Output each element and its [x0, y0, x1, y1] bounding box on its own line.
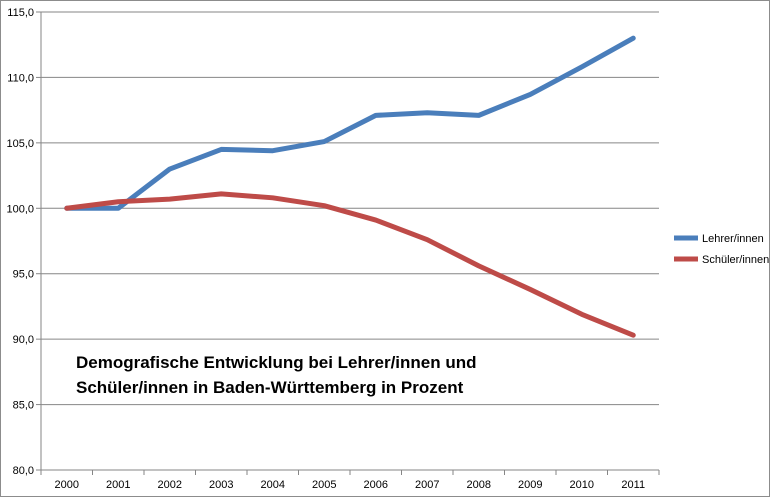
x-tick-label: 2011: [621, 479, 645, 491]
y-tick-label: 115,0: [7, 7, 34, 19]
x-tick-label: 2005: [312, 479, 336, 491]
legend-label: Schüler/innen: [702, 254, 769, 266]
y-tick-label: 80,0: [13, 465, 34, 477]
legend: Lehrer/innen Schüler/innen: [674, 233, 769, 266]
gridlines: [41, 11, 659, 406]
y-tick-label: 100,0: [6, 203, 34, 215]
x-tick-label: 2010: [570, 479, 594, 491]
series-line-1: [64, 35, 636, 211]
y-tick-label: 85,0: [13, 400, 34, 412]
x-tick-label: 2001: [106, 479, 130, 491]
chart-title: Demografische Entwicklung bei Lehrer/inn…: [76, 353, 477, 397]
x-tick-label: 2009: [518, 479, 542, 491]
x-tick-label: 2003: [209, 479, 233, 491]
y-tick-label: 90,0: [13, 334, 34, 346]
y-tick-label: 95,0: [13, 269, 34, 281]
x-tick-label: 2002: [158, 479, 182, 491]
x-axis-ticks: 2000 2001 2002 2003 2004 2005 2006 2007 2008 2009…: [40, 470, 660, 491]
x-tick-label: 2000: [55, 479, 79, 491]
x-tick-label: 2006: [364, 479, 388, 491]
y-tick-label: 110,0: [7, 72, 34, 84]
y-tick-label: 105,0: [6, 138, 34, 150]
axes: [40, 12, 659, 471]
x-tick-label: 2004: [261, 479, 285, 491]
legend-label: Lehrer/innen: [702, 233, 764, 245]
series-line-2: [64, 191, 636, 338]
y-axis-ticks: 80,0 85,0 90,0 95,0 100,0 105,0 110,0 115,0: [6, 7, 41, 477]
series-lines: [64, 35, 636, 338]
x-tick-label: 2008: [467, 479, 491, 491]
x-tick-label: 2007: [415, 479, 439, 491]
